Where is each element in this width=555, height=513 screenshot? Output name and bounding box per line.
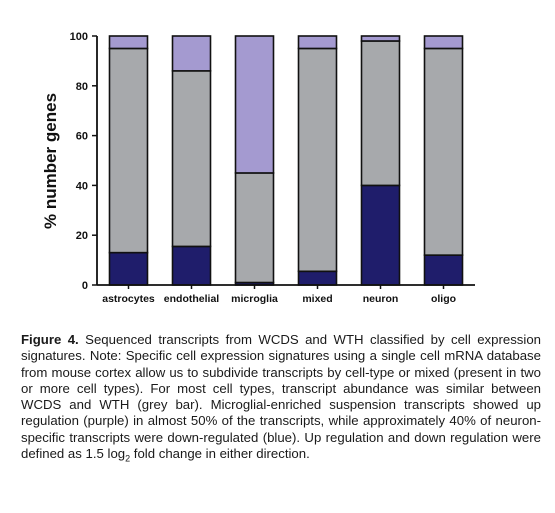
y-tick-label-80: 80 bbox=[76, 81, 88, 93]
bar-segment-neuron-0 bbox=[360, 184, 401, 286]
x-tick-label-endothelial: endothelial bbox=[164, 293, 220, 305]
caption-subscript: 2 bbox=[125, 453, 131, 464]
bar-segment-microglia-2 bbox=[234, 35, 275, 174]
bar-segment-astrocytes-1 bbox=[108, 47, 149, 254]
stacked-bar-chart: astrocytes endothelial microglia mixed neuro… bbox=[41, 31, 475, 305]
bar-segment-mixed-2 bbox=[297, 35, 338, 50]
bar-segment-oligo-2 bbox=[423, 35, 464, 50]
y-axis-label: % number genes bbox=[41, 93, 60, 229]
bar-segment-astrocytes-2 bbox=[108, 35, 149, 50]
bar-segment-oligo-1 bbox=[423, 47, 464, 256]
figure-label: Figure 4. bbox=[21, 332, 79, 347]
figure-caption: Figure 4. Sequenced transcripts from WCD… bbox=[21, 332, 541, 464]
y-tick-label-20: 20 bbox=[76, 230, 88, 242]
caption-text-2: fold change in either direction. bbox=[130, 446, 310, 462]
bar-segment-astrocytes-0 bbox=[108, 251, 149, 286]
bar-segment-neuron-1 bbox=[360, 40, 401, 187]
x-tick-label-mixed: mixed bbox=[302, 293, 332, 305]
caption-text-1: Sequenced transcripts from WCDS and WTH … bbox=[21, 332, 541, 462]
bar-segment-endothelial-2 bbox=[171, 35, 212, 72]
bar-segment-endothelial-1 bbox=[171, 70, 212, 248]
x-tick-label-microglia: microglia bbox=[231, 293, 278, 305]
bar-segment-neuron-2 bbox=[360, 35, 401, 42]
y-tick-label-0: 0 bbox=[82, 280, 88, 292]
bars-layer bbox=[108, 35, 464, 286]
bar-segment-mixed-0 bbox=[297, 270, 338, 286]
x-tick-label-neuron: neuron bbox=[363, 293, 399, 305]
axes-layer: astrocytes endothelial microglia mixed neuro… bbox=[70, 31, 475, 305]
x-tick-label-astrocytes: astrocytes bbox=[102, 293, 155, 305]
y-tick-label-60: 60 bbox=[76, 131, 88, 143]
x-tick-label-oligo: oligo bbox=[431, 293, 456, 305]
y-tick-label-40: 40 bbox=[76, 180, 88, 192]
bar-segment-mixed-1 bbox=[297, 47, 338, 273]
bar-segment-endothelial-0 bbox=[171, 245, 212, 286]
bar-segment-oligo-0 bbox=[423, 254, 464, 286]
bar-segment-microglia-1 bbox=[234, 172, 275, 284]
y-tick-label-100: 100 bbox=[70, 31, 88, 43]
